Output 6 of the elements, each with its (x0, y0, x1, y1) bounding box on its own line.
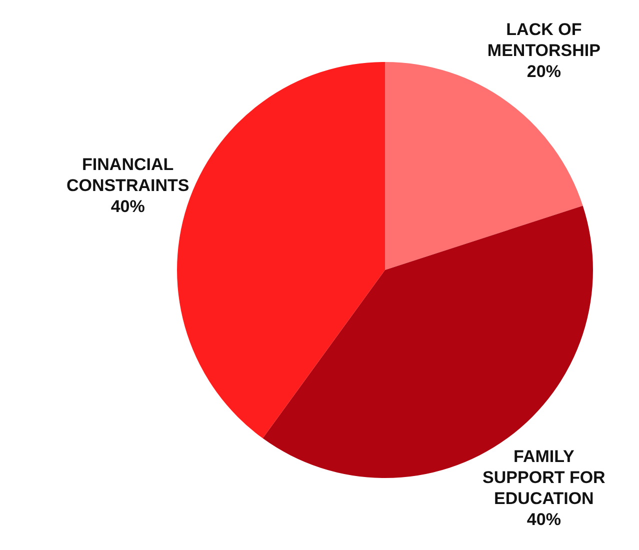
data-label: 40% (110, 197, 145, 216)
slice-label: FAMILY SUPPORT FOR EDUCATION (482, 446, 606, 508)
data-label: 40% (526, 510, 561, 529)
data-label: 20% (526, 62, 561, 81)
slice-label: LACK OF MENTORSHIP (487, 20, 600, 60)
slice-label: FINANCIAL CONSTRAINTS (66, 155, 190, 196)
